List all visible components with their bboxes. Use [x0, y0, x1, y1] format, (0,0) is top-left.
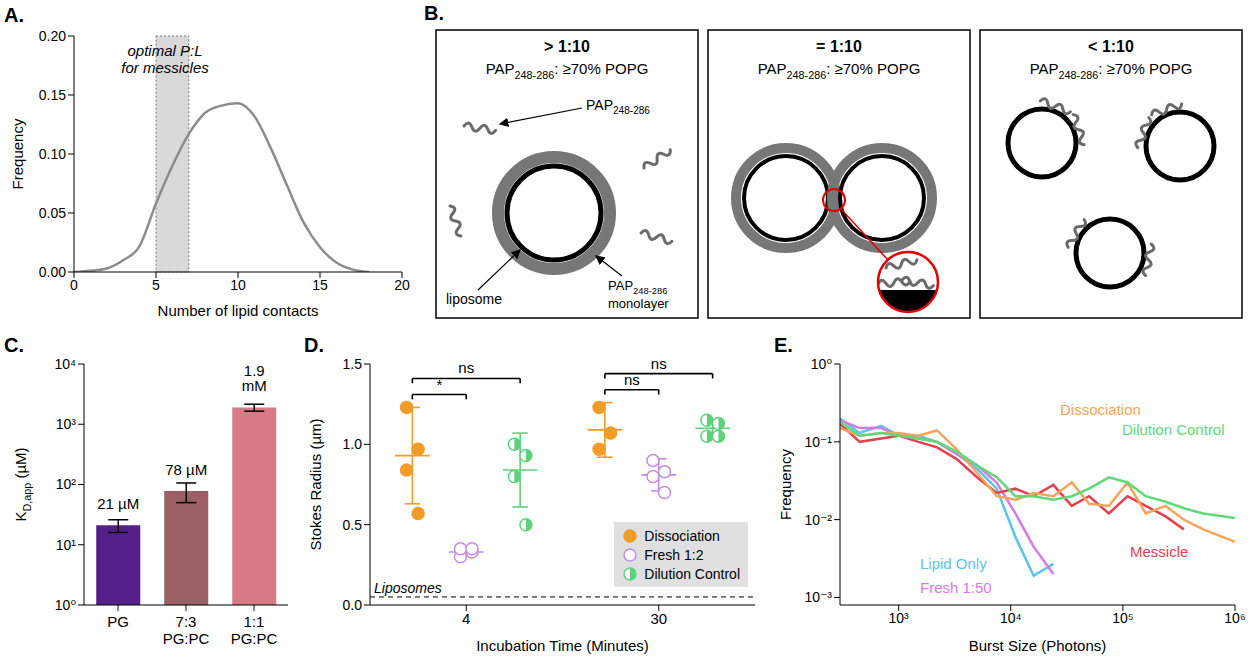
html-text:Dissociation: Dissociation: [1060, 401, 1141, 418]
svg-text:< 1:10: < 1:10: [1088, 38, 1134, 55]
svg-text:PG: PG: [107, 613, 129, 630]
svg-text:10⁰: 10⁰: [55, 597, 77, 613]
svg-text:ns: ns: [624, 371, 640, 388]
svg-text:liposome: liposome: [446, 291, 502, 307]
html-text:E.: E.: [774, 334, 793, 356]
svg-text:0.0: 0.0: [343, 597, 363, 613]
svg-text:0: 0: [70, 277, 78, 293]
html-text:Messicle: Messicle: [1130, 543, 1189, 560]
svg-text:Number of lipid contacts: Number of lipid contacts: [158, 302, 319, 319]
svg-text:1.9mM: 1.9mM: [242, 362, 267, 394]
svg-text:> 1:10: > 1:10: [544, 38, 590, 55]
html-text:Dilution Control: Dilution Control: [644, 565, 740, 582]
svg-text:PAP248-286: ≥70% POPG: PAP248-286: ≥70% POPG: [486, 60, 649, 81]
html-text:for messicles: for messicles: [121, 59, 209, 76]
svg-text:10: 10: [230, 277, 246, 293]
svg-text:Burst Size (Photons): Burst Size (Photons): [969, 637, 1107, 654]
svg-text:PAP248-286: ≥70% POPG: PAP248-286: ≥70% POPG: [758, 60, 921, 81]
svg-text:0.5: 0.5: [343, 517, 363, 533]
html-text:B.: B.: [424, 2, 444, 24]
svg-text:4: 4: [462, 610, 470, 627]
svg-text:Frequency: Frequency: [777, 449, 794, 520]
svg-text:Incubation Time (Minutes): Incubation Time (Minutes): [476, 637, 649, 654]
svg-text:PAP248-286: PAP248-286: [586, 97, 650, 116]
svg-text:10⁻³: 10⁻³: [804, 589, 832, 605]
svg-text:7:3PG:PC: 7:3PG:PC: [163, 613, 210, 647]
svg-text:ns: ns: [651, 355, 667, 372]
svg-text:0.10: 0.10: [39, 146, 66, 162]
html-text:Dilution Control: Dilution Control: [1122, 421, 1225, 438]
svg-text:Stokes Radius (µm): Stokes Radius (µm): [307, 418, 324, 550]
html-text:C.: C.: [4, 334, 24, 356]
svg-text:0.00: 0.00: [39, 264, 66, 280]
svg-text:10⁴: 10⁴: [1000, 610, 1022, 626]
svg-text:20: 20: [394, 277, 410, 293]
svg-text:10⁵: 10⁵: [1112, 610, 1133, 626]
svg-text:10³: 10³: [889, 610, 910, 626]
svg-text:= 1:10: = 1:10: [816, 38, 862, 55]
svg-text:Frequency: Frequency: [9, 118, 26, 189]
svg-text:1.0: 1.0: [343, 436, 363, 452]
svg-text:10⁰: 10⁰: [811, 356, 833, 372]
svg-text:21 µM: 21 µM: [97, 495, 139, 512]
html-text:A.: A.: [4, 4, 24, 26]
svg-text:PAP248-286: PAP248-286: [608, 278, 667, 296]
svg-text:10³: 10³: [56, 416, 77, 432]
svg-text:0.20: 0.20: [39, 28, 66, 44]
html-text:Fresh 1:2: Fresh 1:2: [644, 546, 704, 563]
svg-text:KD,app (µM): KD,app (µM): [12, 447, 33, 521]
svg-text:10⁻¹: 10⁻¹: [804, 434, 832, 450]
svg-text:78 µM: 78 µM: [165, 461, 207, 478]
html-text:Fresh 1:50: Fresh 1:50: [920, 579, 992, 596]
html-text:Dissociation: Dissociation: [644, 527, 720, 544]
html-text:optimal P:L: optimal P:L: [127, 42, 203, 59]
svg-text:1.5: 1.5: [343, 356, 363, 372]
svg-text:15: 15: [312, 277, 328, 293]
svg-text:Liposomes: Liposomes: [374, 580, 442, 596]
svg-text:1:1PG:PC: 1:1PG:PC: [231, 613, 278, 647]
svg-text:10²: 10²: [56, 476, 77, 492]
svg-text:0.05: 0.05: [39, 205, 66, 221]
html-text:D.: D.: [304, 334, 324, 356]
svg-text:10⁴: 10⁴: [54, 356, 76, 372]
svg-text:ns: ns: [458, 359, 474, 376]
svg-text:10⁶: 10⁶: [1224, 610, 1245, 626]
svg-text:10¹: 10¹: [56, 537, 77, 553]
svg-text:*: *: [436, 376, 442, 393]
svg-text:PAP248-286: ≥70% POPG: PAP248-286: ≥70% POPG: [1030, 60, 1193, 81]
html-text:Lipid Only: Lipid Only: [920, 555, 987, 572]
svg-text:5: 5: [152, 277, 160, 293]
svg-text:10⁻²: 10⁻²: [804, 512, 832, 528]
svg-text:monolayer: monolayer: [608, 296, 669, 311]
svg-text:0.15: 0.15: [39, 87, 66, 103]
svg-text:30: 30: [650, 610, 667, 627]
